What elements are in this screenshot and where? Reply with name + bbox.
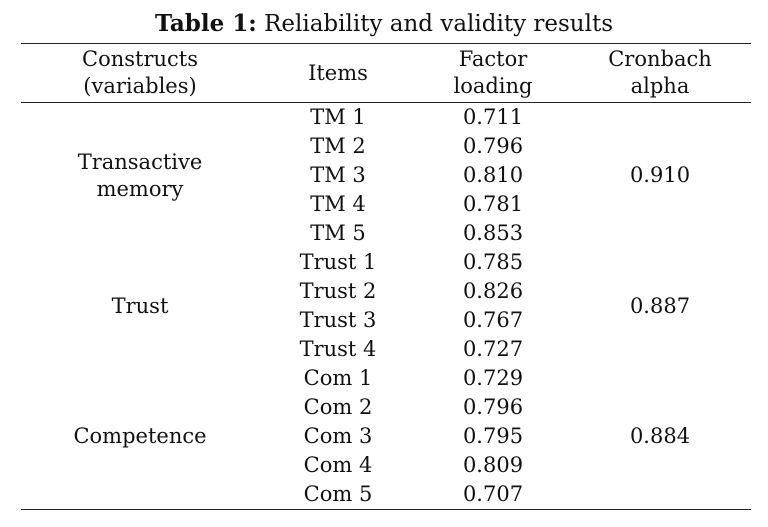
factor-loading-cell: 0.781 [462,192,524,216]
table-row: TM 3 0.810 [21,161,751,190]
table-row: Trust 4 0.727 [21,335,751,364]
item-cell: Com 1 [303,366,373,390]
reliability-table: Constructs (variables) Items Factor load… [21,43,751,510]
construct-name-line1: Competence [73,424,207,448]
factor-loading-cell: 0.796 [462,395,524,419]
factor-loading-cell: 0.785 [462,250,524,274]
table-caption: Table 1: Reliability and validity result… [0,10,768,38]
item-cell: TM 1 [310,105,366,129]
construct-name-line1: Transactive [77,149,203,174]
item-cell: TM 5 [310,221,366,245]
factor-loading-cell: 0.795 [462,424,524,448]
header-alpha-line2: alpha [630,74,690,98]
factor-loading-cell: 0.711 [462,105,524,129]
header-items: Items [259,44,417,103]
item-cell: Trust 2 [299,279,377,303]
item-cell: TM 3 [310,163,366,187]
table-row: TM 4 0.781 [21,190,751,219]
table-row: Transactive memory TM 1 0.711 0.910 [21,103,751,201]
construct-name-line1: Trust [111,293,169,318]
table-body: Transactive memory TM 1 0.711 0.910 TM 2 0.796… [21,103,751,510]
table-caption-label: Table 1: [154,10,257,37]
construct-cell: Transactive memory [21,103,259,249]
header-factor-line2: loading [453,74,533,98]
item-cell: Com 5 [303,482,373,506]
factor-loading-cell: 0.767 [462,308,524,332]
item-cell: Com 3 [303,424,373,448]
item-cell: Trust 3 [299,308,377,332]
factor-loading-cell: 0.727 [462,337,524,361]
construct-cell: Trust [21,248,259,364]
header-constructs: Constructs (variables) [21,44,259,103]
factor-loading-cell: 0.796 [462,134,524,158]
factor-loading-cell: 0.809 [462,453,524,477]
header-factor-loading: Factor loading [417,44,569,103]
table-row: Com 3 0.795 [21,422,751,451]
factor-loading-cell: 0.707 [462,482,524,506]
header-row: Constructs (variables) Items Factor load… [21,43,751,103]
construct-name-line2: memory [96,176,184,201]
header-items-label: Items [308,60,368,85]
table-row: TM 2 0.796 [21,132,751,161]
item-cell: TM 4 [310,192,366,216]
item-cell: Com 2 [303,395,373,419]
table-row: Trust Trust 1 0.785 0.887 [21,248,751,318]
table-row: Com 5 0.707 [21,480,751,510]
factor-loading-cell: 0.810 [462,163,524,187]
item-cell: TM 2 [310,134,366,158]
header-cronbach-alpha: Cronbach alpha [569,44,751,103]
table-row: Trust 2 0.826 [21,277,751,306]
header-factor-line1: Factor [458,47,528,71]
factor-loading-cell: 0.729 [462,366,524,390]
item-cell: Trust 4 [299,337,377,361]
item-cell: Com 4 [303,453,373,477]
header-alpha-line1: Cronbach [608,47,712,71]
header-constructs-line2: (variables) [83,74,197,98]
factor-loading-cell: 0.853 [462,221,524,245]
table-row: Trust 3 0.767 [21,306,751,335]
factor-loading-cell: 0.826 [462,279,524,303]
cronbach-alpha-cell: 0.887 [629,293,691,318]
construct-cell: Competence [21,364,259,510]
table-row: TM 5 0.853 [21,219,751,248]
table-row: Competence Com 1 0.729 0.884 [21,364,751,448]
table-row: Com 2 0.796 [21,393,751,422]
table-row: Com 4 0.809 [21,451,751,480]
header-constructs-line1: Constructs [82,47,198,71]
table-caption-text: Reliability and validity results [256,11,613,37]
cronbach-alpha-cell: 0.910 [629,163,691,187]
table-header: Constructs (variables) Items Factor load… [21,43,751,103]
cronbach-alpha-cell: 0.884 [629,424,691,448]
item-cell: Trust 1 [299,250,377,274]
